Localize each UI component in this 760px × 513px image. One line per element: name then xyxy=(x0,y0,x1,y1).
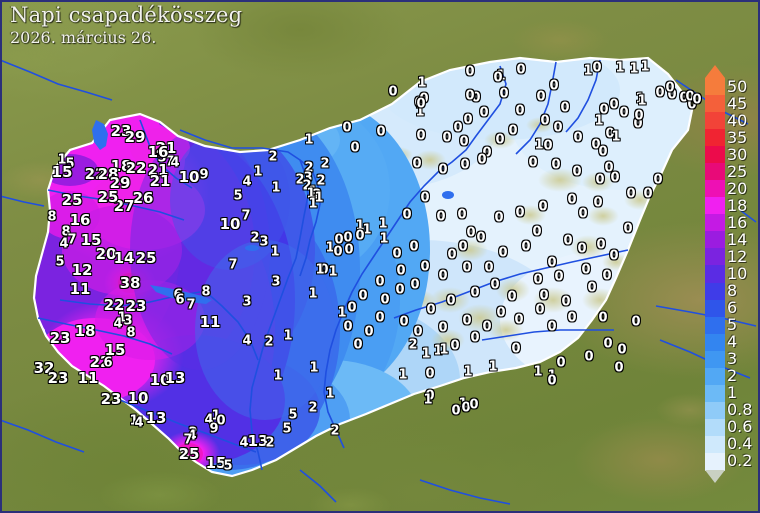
legend-color-segment xyxy=(705,248,725,267)
legend-color-segment xyxy=(705,452,725,471)
legend-color-segment xyxy=(705,78,725,96)
legend-color-segment xyxy=(705,435,725,454)
legend-color-segment xyxy=(705,112,725,130)
legend-tick-label: 18 xyxy=(727,195,748,215)
legend-color-segment xyxy=(705,316,725,335)
legend-color-bar xyxy=(705,78,725,471)
legend-color-segment xyxy=(705,146,725,164)
legend-tick-label: 6 xyxy=(727,298,738,318)
legend-tick-label: 2 xyxy=(727,366,738,386)
lake-velence xyxy=(245,245,259,251)
legend-tick-label: 20 xyxy=(727,178,748,198)
legend-color-segment xyxy=(705,265,725,284)
legend-tick-label: 25 xyxy=(727,161,748,181)
legend-top-arrow xyxy=(705,65,725,78)
legend-color-segment xyxy=(705,401,725,420)
legend-color-segment xyxy=(705,418,725,437)
legend-tick-label: 0.6 xyxy=(727,417,753,437)
country-border xyxy=(32,56,694,478)
legend-tick-label: 5 xyxy=(727,315,738,335)
legend-tick-label: 16 xyxy=(727,212,748,232)
legend-color-segment xyxy=(705,129,725,147)
lake-tisza xyxy=(442,191,454,199)
legend-tick-label: 1 xyxy=(727,383,738,403)
lake-balaton xyxy=(150,285,212,304)
legend-color-segment xyxy=(705,95,725,113)
legend-tick-label: 10 xyxy=(727,264,748,283)
legend-tick-label: 14 xyxy=(727,229,748,249)
legend-tick-label: 8 xyxy=(727,281,738,301)
legend-color-segment xyxy=(705,350,725,369)
legend-color-segment xyxy=(705,163,725,181)
legend-color-segment xyxy=(705,231,725,250)
river-network xyxy=(0,59,757,505)
legend-tick-label: 0.8 xyxy=(727,400,753,420)
legend-color-segment xyxy=(705,214,725,232)
legend-tick-label: 3 xyxy=(727,349,738,369)
legend-tick-label: 0.4 xyxy=(727,434,753,454)
legend-tick-label: 40 xyxy=(727,110,748,130)
color-scale-legend: 50 45 40 35 30 25 20 18 16 14 12 10 8 6 5 4 3 2 1 0.8 0.6 0.4… xyxy=(705,65,753,483)
legend-tick-label: 4 xyxy=(727,332,738,352)
legend-tick-label: 35 xyxy=(727,127,748,147)
legend-tick-label: 0.2 xyxy=(727,451,753,471)
legend-color-segment xyxy=(705,197,725,215)
legend-tick-label: 12 xyxy=(727,246,748,266)
lake-ferto xyxy=(92,120,108,150)
legend-bottom-arrow xyxy=(705,470,725,483)
legend-color-segment xyxy=(705,180,725,198)
legend-tick-label: 50 xyxy=(727,76,748,96)
legend-color-segment xyxy=(705,299,725,318)
legend-color-segment xyxy=(705,384,725,403)
legend-tick-label: 45 xyxy=(727,93,748,113)
legend-color-segment xyxy=(705,333,725,352)
legend-color-segment xyxy=(705,367,725,386)
legend-tick-label: 30 xyxy=(727,144,748,164)
legend-color-segment xyxy=(705,282,725,301)
